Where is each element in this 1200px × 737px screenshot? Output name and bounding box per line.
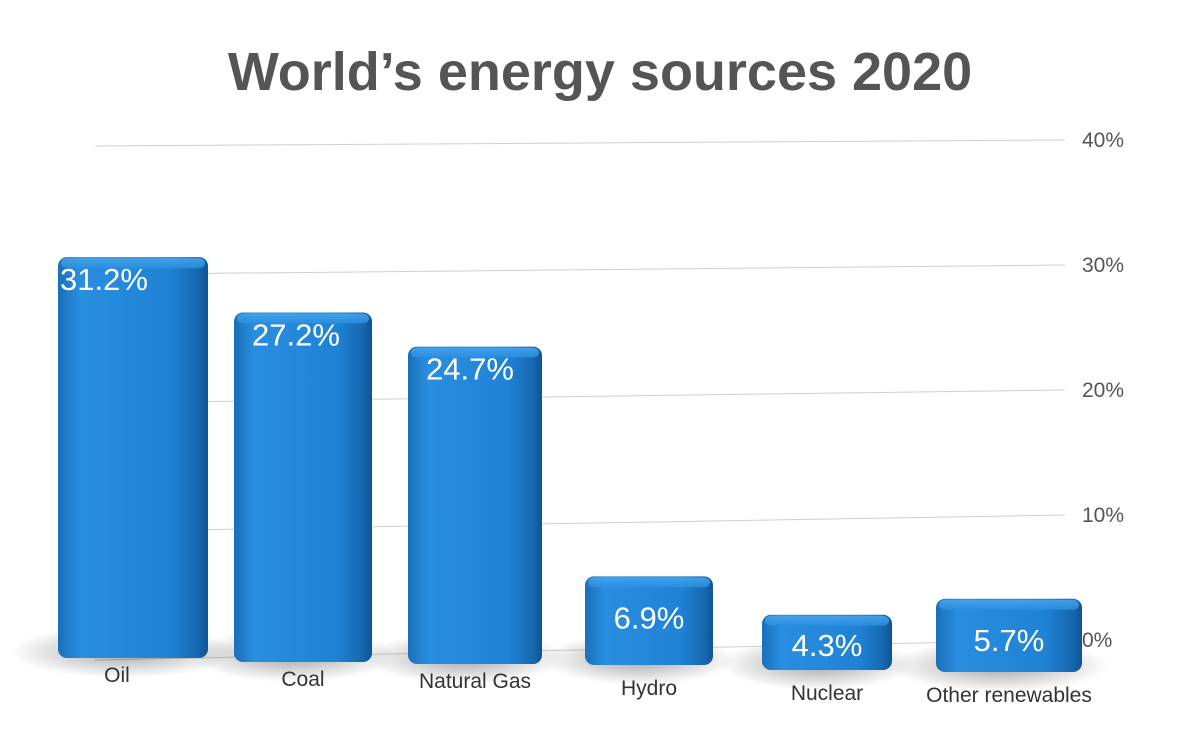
bar-coal bbox=[234, 312, 372, 662]
bar-top-highlight bbox=[61, 258, 205, 269]
y-axis-ticks: 0% 10% 20% 30% 40% bbox=[1082, 129, 1124, 652]
bar-other-renewables bbox=[936, 598, 1082, 672]
category-label: Hydro bbox=[621, 677, 677, 700]
bars bbox=[58, 257, 1082, 672]
gridline bbox=[94, 139, 1066, 147]
bar-value-label: 27.2% bbox=[252, 317, 340, 352]
y-tick-label: 40% bbox=[1082, 129, 1124, 152]
bar-nuclear bbox=[762, 614, 892, 670]
y-tick-label: 0% bbox=[1082, 629, 1112, 652]
bar-value-label: 31.2% bbox=[60, 262, 148, 297]
bar-hydro bbox=[585, 576, 713, 665]
bar-value-label: 6.9% bbox=[614, 600, 685, 635]
y-tick-label: 20% bbox=[1082, 379, 1124, 402]
bar-natural-gas bbox=[408, 346, 542, 664]
bar-value-label: 24.7% bbox=[426, 352, 514, 387]
category-label: Natural Gas bbox=[419, 670, 531, 693]
bar-oil bbox=[58, 257, 208, 658]
bar-top-highlight bbox=[237, 313, 369, 324]
category-label: Coal bbox=[281, 668, 324, 691]
category-label: Oil bbox=[104, 664, 130, 687]
bar-value-label: 4.3% bbox=[792, 628, 863, 663]
category-label: Nuclear bbox=[791, 682, 863, 705]
value-labels: 31.2% 27.2% 24.7% 6.9% 4.3% 5.7% bbox=[60, 262, 1044, 663]
bar-top-highlight bbox=[411, 347, 539, 358]
category-label: Other renewables bbox=[926, 684, 1092, 707]
bar-top-highlight bbox=[939, 599, 1079, 610]
y-tick-label: 10% bbox=[1082, 504, 1124, 527]
bar-top-highlight bbox=[588, 577, 710, 588]
bar-top-highlight bbox=[765, 615, 889, 626]
bar-value-label: 5.7% bbox=[974, 623, 1045, 658]
category-labels: Oil Coal Natural Gas Hydro Nuclear Other rene… bbox=[104, 664, 1092, 707]
chart-title: World’s energy sources 2020 bbox=[228, 42, 972, 102]
gridline bbox=[94, 264, 1066, 275]
y-tick-label: 30% bbox=[1082, 254, 1124, 277]
